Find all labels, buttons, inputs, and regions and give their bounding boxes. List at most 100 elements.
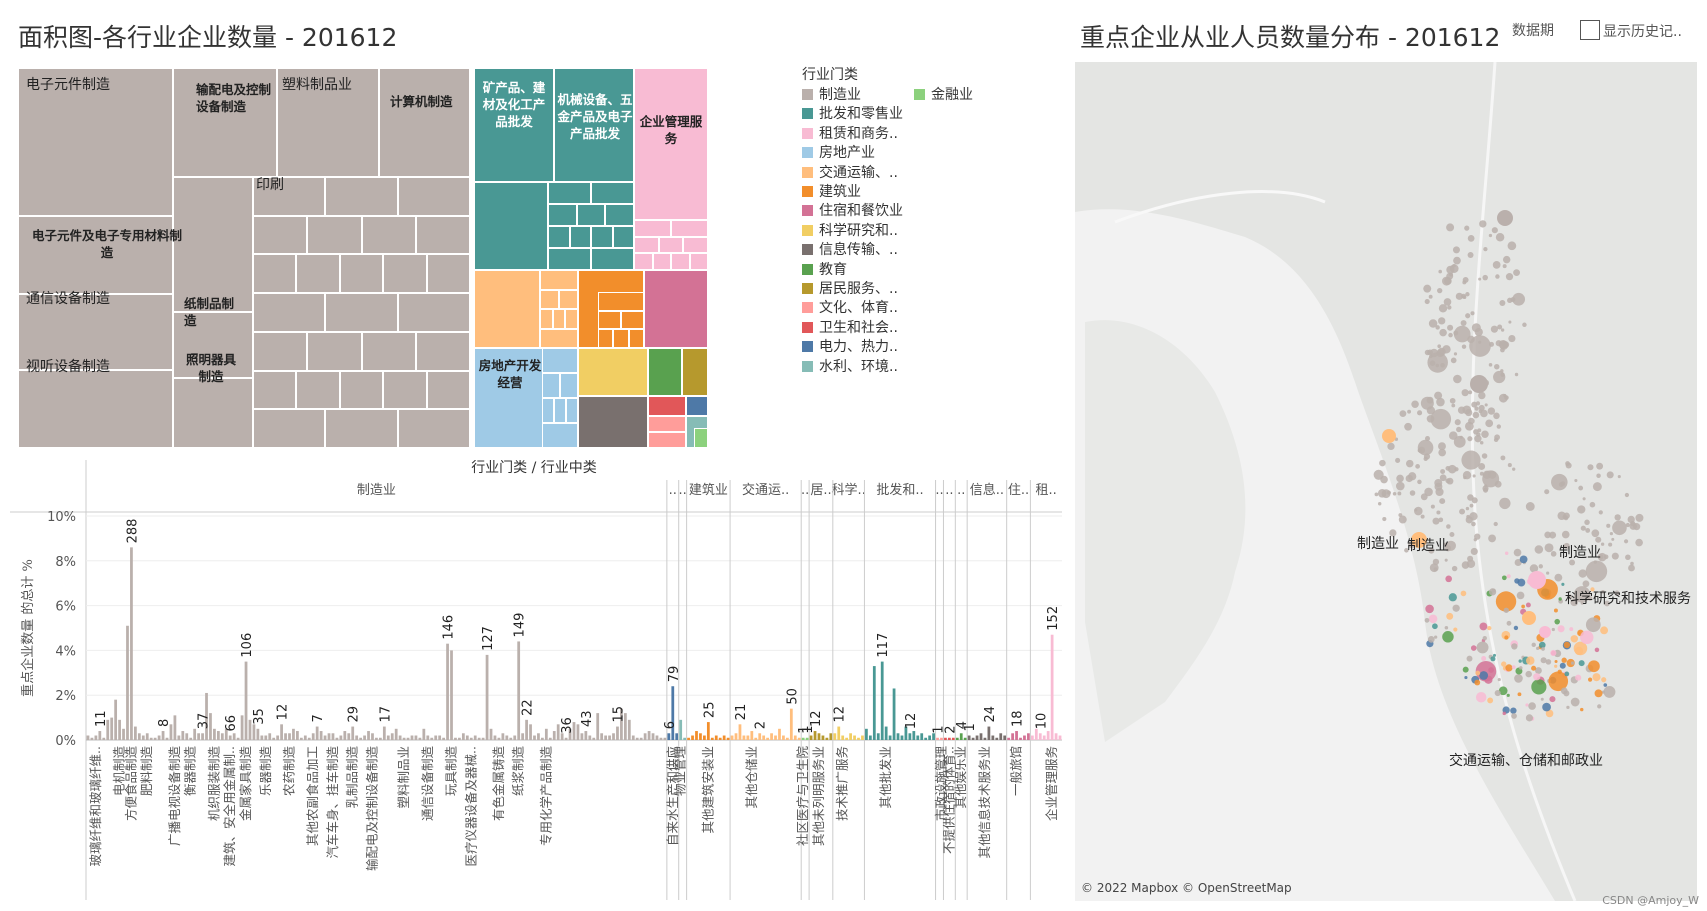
bar[interactable]: [896, 733, 900, 740]
bar[interactable]: [651, 733, 655, 740]
treemap-cell[interactable]: [578, 348, 648, 396]
bar[interactable]: [940, 737, 943, 740]
treemap-cell[interactable]: [397, 177, 470, 216]
treemap-cell[interactable]: [548, 248, 591, 270]
industry-treemap[interactable]: 电子元件制造 输配电及控制设备制造 塑料制品业 计算机制造 印刷 电子元件及电子…: [18, 68, 788, 448]
bar[interactable]: [177, 735, 181, 740]
history-toggle[interactable]: 显示历史记..: [1580, 20, 1682, 41]
bar[interactable]: [201, 733, 204, 740]
treemap-cell[interactable]: [540, 328, 578, 348]
treemap-cell[interactable]: [683, 236, 708, 254]
bar[interactable]: [872, 666, 876, 740]
bar[interactable]: [718, 737, 722, 740]
bar[interactable]: [438, 735, 442, 740]
bar[interactable]: [695, 731, 698, 740]
treemap-cell[interactable]: [559, 289, 578, 309]
bar[interactable]: [481, 737, 485, 740]
bar[interactable]: [185, 733, 189, 740]
treemap-cell[interactable]: [542, 398, 554, 423]
treemap-cell[interactable]: [565, 309, 578, 329]
history-checkbox[interactable]: [1580, 20, 1600, 40]
bar[interactable]: [501, 733, 505, 740]
bar[interactable]: [315, 726, 319, 740]
bar[interactable]: [292, 728, 295, 740]
bar[interactable]: [544, 728, 548, 740]
bar[interactable]: [959, 733, 963, 740]
bar[interactable]: [240, 715, 244, 740]
bar[interactable]: [580, 733, 584, 740]
bar[interactable]: [967, 735, 971, 740]
bar[interactable]: [268, 733, 272, 740]
bar[interactable]: [620, 708, 623, 740]
bar[interactable]: [252, 724, 256, 740]
bar[interactable]: [469, 737, 473, 740]
bar[interactable]: [236, 737, 240, 740]
bar[interactable]: [912, 731, 916, 740]
bar[interactable]: [386, 735, 390, 740]
legend-item[interactable]: 金融业: [914, 84, 973, 104]
treemap-cell[interactable]: [621, 310, 644, 330]
treemap-cell[interactable]: [173, 68, 277, 177]
treemap-cell[interactable]: [548, 182, 591, 204]
bar[interactable]: [450, 650, 453, 740]
bar[interactable]: [876, 733, 880, 740]
treemap-cell[interactable]: [540, 289, 559, 309]
treemap-cell[interactable]: [578, 396, 648, 448]
treemap-cell[interactable]: [658, 236, 684, 254]
bar[interactable]: [189, 737, 193, 740]
bar[interactable]: [951, 737, 955, 740]
bar[interactable]: [430, 737, 434, 740]
bar[interactable]: [730, 735, 734, 740]
bar[interactable]: [924, 737, 928, 740]
bar[interactable]: [687, 737, 690, 740]
bar[interactable]: [118, 719, 121, 740]
legend-item[interactable]: 水利、环境..: [802, 356, 898, 376]
treemap-cell[interactable]: [540, 309, 553, 329]
bar[interactable]: [987, 726, 991, 740]
legend-item[interactable]: 批发和零售业: [802, 103, 903, 123]
treemap-cell[interactable]: [560, 373, 578, 398]
bar[interactable]: [390, 733, 394, 740]
bar[interactable]: [948, 737, 951, 740]
treemap-cell[interactable]: [415, 331, 470, 371]
treemap-cell[interactable]: [325, 177, 398, 216]
bar[interactable]: [892, 688, 896, 740]
bar[interactable]: [809, 735, 813, 740]
bar[interactable]: [604, 735, 607, 740]
bar[interactable]: [564, 737, 568, 740]
legend-item[interactable]: 制造业: [802, 84, 861, 104]
bar[interactable]: [706, 722, 710, 740]
bar[interactable]: [173, 715, 177, 740]
bar[interactable]: [880, 661, 884, 740]
bar[interactable]: [612, 733, 615, 740]
bar[interactable]: [343, 731, 347, 740]
bar[interactable]: [248, 719, 252, 740]
bar[interactable]: [837, 726, 841, 740]
bar[interactable]: [513, 735, 517, 740]
bar[interactable]: [465, 735, 469, 740]
bar[interactable]: [552, 731, 556, 740]
treemap-cell[interactable]: [173, 177, 253, 312]
treemap-cell[interactable]: [296, 370, 340, 410]
bar[interactable]: [442, 737, 445, 740]
bar[interactable]: [197, 733, 200, 740]
bar[interactable]: [868, 735, 872, 740]
treemap-cell[interactable]: [18, 68, 173, 216]
bar[interactable]: [363, 735, 366, 740]
bar[interactable]: [122, 728, 125, 740]
bar[interactable]: [418, 737, 422, 740]
treemap-cell[interactable]: [277, 68, 379, 177]
bar[interactable]: [130, 547, 133, 740]
bar[interactable]: [272, 737, 276, 740]
treemap-cell[interactable]: [542, 423, 578, 448]
bar[interactable]: [667, 733, 671, 740]
treemap-cell[interactable]: [634, 68, 708, 220]
bar[interactable]: [1038, 733, 1042, 740]
bar[interactable]: [793, 735, 797, 740]
bar[interactable]: [920, 733, 924, 740]
bar[interactable]: [244, 661, 248, 740]
bar[interactable]: [371, 733, 374, 740]
bar[interactable]: [331, 733, 335, 740]
bar[interactable]: [86, 735, 90, 740]
bar[interactable]: [904, 726, 908, 740]
